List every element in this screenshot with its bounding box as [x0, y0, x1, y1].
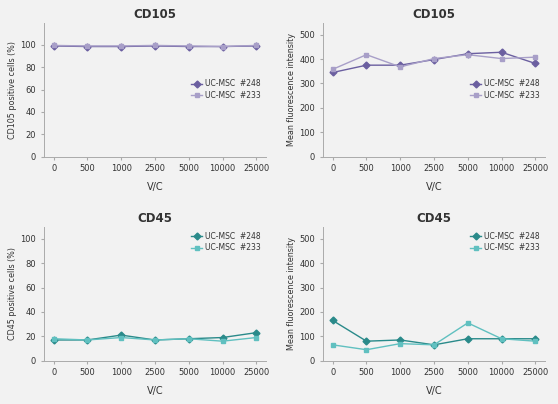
Title: CD105: CD105: [412, 8, 455, 21]
UC-MSC  #233: [431, 56, 437, 61]
UC-MSC  #233: [253, 43, 259, 48]
UC-MSC  #233: [431, 343, 437, 347]
UC-MSC  #233: [532, 339, 538, 344]
UC-MSC  #248: [498, 336, 505, 341]
UC-MSC  #233: [50, 43, 57, 48]
Line: UC-MSC  #248: UC-MSC #248: [330, 50, 538, 75]
Line: UC-MSC  #233: UC-MSC #233: [51, 335, 259, 344]
UC-MSC  #248: [84, 44, 91, 49]
UC-MSC  #233: [498, 56, 505, 61]
X-axis label: V/C: V/C: [426, 181, 442, 191]
Y-axis label: CD105 positive cells (%): CD105 positive cells (%): [8, 40, 17, 139]
X-axis label: V/C: V/C: [426, 386, 442, 396]
UC-MSC  #233: [118, 335, 124, 340]
UC-MSC  #233: [84, 338, 91, 343]
Line: UC-MSC  #233: UC-MSC #233: [330, 320, 538, 352]
UC-MSC  #233: [219, 339, 226, 344]
UC-MSC  #248: [253, 330, 259, 335]
UC-MSC  #248: [185, 336, 192, 341]
UC-MSC  #248: [253, 44, 259, 48]
Y-axis label: Mean fluorescence intensity: Mean fluorescence intensity: [287, 33, 296, 146]
UC-MSC  #233: [397, 65, 403, 69]
Legend: UC-MSC  #248, UC-MSC  #233: UC-MSC #248, UC-MSC #233: [468, 230, 542, 254]
Title: CD45: CD45: [416, 213, 451, 225]
UC-MSC  #233: [50, 336, 57, 341]
UC-MSC  #248: [84, 338, 91, 343]
UC-MSC  #233: [185, 336, 192, 341]
UC-MSC  #248: [152, 338, 158, 343]
Title: CD45: CD45: [137, 213, 172, 225]
UC-MSC  #233: [363, 347, 370, 352]
UC-MSC  #248: [118, 332, 124, 337]
UC-MSC  #248: [185, 44, 192, 49]
Line: UC-MSC  #248: UC-MSC #248: [51, 330, 259, 343]
X-axis label: V/C: V/C: [147, 181, 163, 191]
Legend: UC-MSC  #248, UC-MSC  #233: UC-MSC #248, UC-MSC #233: [189, 230, 263, 254]
UC-MSC  #233: [253, 335, 259, 340]
UC-MSC  #248: [397, 338, 403, 343]
Line: UC-MSC  #233: UC-MSC #233: [51, 43, 259, 49]
X-axis label: V/C: V/C: [147, 386, 163, 396]
UC-MSC  #248: [329, 70, 336, 75]
UC-MSC  #233: [152, 338, 158, 343]
Title: CD105: CD105: [133, 8, 176, 21]
UC-MSC  #233: [329, 343, 336, 347]
Y-axis label: Mean fluorescence intensity: Mean fluorescence intensity: [287, 237, 296, 350]
UC-MSC  #233: [397, 341, 403, 346]
Legend: UC-MSC  #248, UC-MSC  #233: UC-MSC #248, UC-MSC #233: [189, 78, 263, 101]
UC-MSC  #248: [464, 51, 471, 56]
UC-MSC  #248: [50, 44, 57, 48]
UC-MSC  #233: [464, 52, 471, 57]
Line: UC-MSC  #233: UC-MSC #233: [330, 52, 538, 72]
Line: UC-MSC  #248: UC-MSC #248: [330, 318, 538, 347]
UC-MSC  #248: [464, 336, 471, 341]
UC-MSC  #248: [498, 50, 505, 55]
UC-MSC  #248: [219, 44, 226, 49]
UC-MSC  #248: [152, 44, 158, 48]
UC-MSC  #233: [84, 44, 91, 48]
UC-MSC  #248: [118, 44, 124, 49]
Line: UC-MSC  #248: UC-MSC #248: [51, 44, 259, 49]
UC-MSC  #248: [50, 338, 57, 343]
UC-MSC  #248: [431, 57, 437, 62]
UC-MSC  #233: [219, 44, 226, 49]
UC-MSC  #248: [532, 61, 538, 66]
UC-MSC  #233: [152, 43, 158, 48]
Y-axis label: CD45 positive cells (%): CD45 positive cells (%): [8, 247, 17, 340]
UC-MSC  #248: [397, 63, 403, 67]
UC-MSC  #248: [219, 335, 226, 340]
UC-MSC  #248: [431, 343, 437, 347]
UC-MSC  #233: [498, 336, 505, 341]
UC-MSC  #233: [464, 320, 471, 325]
UC-MSC  #248: [363, 63, 370, 67]
UC-MSC  #248: [532, 336, 538, 341]
Legend: UC-MSC  #248, UC-MSC  #233: UC-MSC #248, UC-MSC #233: [468, 78, 542, 101]
UC-MSC  #233: [185, 44, 192, 48]
UC-MSC  #233: [329, 67, 336, 72]
UC-MSC  #248: [329, 318, 336, 323]
UC-MSC  #233: [532, 55, 538, 59]
UC-MSC  #233: [118, 44, 124, 48]
UC-MSC  #233: [363, 52, 370, 57]
UC-MSC  #248: [363, 339, 370, 344]
